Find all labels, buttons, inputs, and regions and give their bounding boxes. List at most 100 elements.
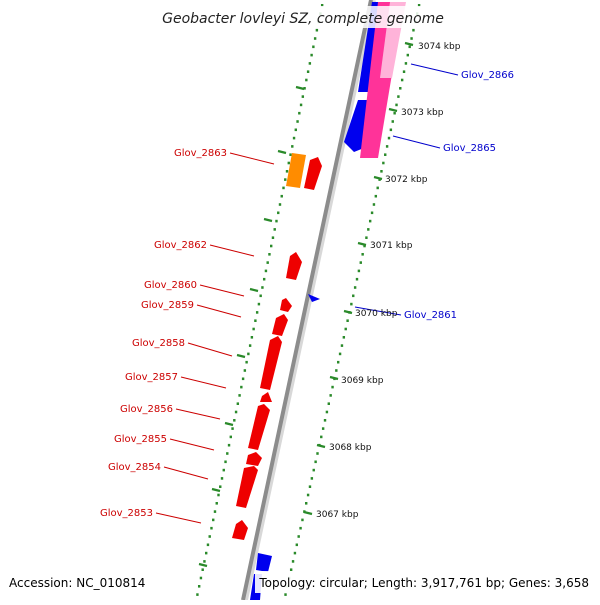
left-tick-track-dot <box>296 120 299 123</box>
left-tick-track-dot <box>254 319 257 322</box>
left-tick-track-dot <box>292 136 296 140</box>
left-tick-track-dot <box>282 186 285 190</box>
left-tick-track-dot <box>298 111 301 115</box>
right-tick-track-dot <box>368 219 372 223</box>
right-tick-track-dot <box>297 535 300 538</box>
left-tick-track-dot <box>252 327 255 331</box>
left-major-tick <box>249 287 259 293</box>
kbp-label-3073: 3073 kbp <box>401 108 444 118</box>
right-major-tick <box>357 241 367 247</box>
left-tick-track-dot <box>294 128 298 132</box>
left-tick-track-dot <box>205 551 208 555</box>
right-tick-track-dot <box>400 78 404 82</box>
right-tick-track-dot <box>389 128 393 132</box>
gene-label-glov-2859[interactable]: Glov_2859 <box>141 300 194 311</box>
right-tick-track-dot <box>327 402 330 405</box>
right-tick-track-dot <box>336 360 340 364</box>
gene-label-glov-2863[interactable]: Glov_2863 <box>174 148 227 159</box>
callout-glov-2862 <box>209 244 255 257</box>
right-tick-track-dot <box>374 194 378 198</box>
right-tick-track-dot <box>350 302 353 306</box>
left-tick-track-dot <box>266 261 269 264</box>
gene-label-glov-2860[interactable]: Glov_2860 <box>144 280 197 291</box>
left-tick-track-dot <box>199 576 203 580</box>
callout-glov-2866 <box>410 63 459 76</box>
right-tick-track-dot <box>372 203 376 206</box>
left-tick-track-dot <box>229 435 232 439</box>
left-major-tick <box>236 353 246 359</box>
gene-label-glov-2865[interactable]: Glov_2865 <box>443 143 496 154</box>
right-tick-track-dot <box>408 45 411 49</box>
right-tick-track-dot <box>289 568 293 571</box>
left-major-tick <box>277 149 287 155</box>
left-tick-track-dot <box>233 419 236 422</box>
gene-label-glov-2862[interactable]: Glov_2862 <box>154 240 207 251</box>
left-tick-track-dot <box>262 277 266 281</box>
gene-glov-2859 <box>272 314 288 336</box>
left-tick-track-dot <box>236 402 240 405</box>
summary-text: Topology: circular; Length: 3,917,761 bp… <box>258 576 589 590</box>
left-tick-track-dot <box>306 70 310 73</box>
right-major-tick <box>404 41 414 47</box>
left-tick-track-dot <box>245 360 248 364</box>
right-tick-track-dot <box>397 95 400 98</box>
left-tick-track-dot <box>315 28 319 32</box>
gene-label-glov-2861[interactable]: Glov_2861 <box>404 310 457 321</box>
gene-label-glov-2853[interactable]: Glov_2853 <box>100 508 153 519</box>
left-major-tick <box>295 85 305 91</box>
left-tick-track-dot <box>257 302 261 306</box>
kbp-label-3072: 3072 kbp <box>385 175 428 185</box>
right-tick-track-dot <box>316 452 319 455</box>
right-major-tick <box>373 175 383 181</box>
right-tick-track-dot <box>376 186 379 190</box>
callout-glov-2857 <box>180 376 227 389</box>
right-tick-track-dot <box>344 327 347 331</box>
summary-backdrop <box>255 571 600 593</box>
gene-glov-2856 <box>248 404 270 450</box>
right-tick-track-dot <box>417 4 421 7</box>
left-tick-track-dot <box>289 153 292 156</box>
right-tick-track-dot <box>404 62 408 65</box>
left-major-tick <box>224 421 234 427</box>
left-major-tick <box>198 562 208 568</box>
gene-label-glov-2854[interactable]: Glov_2854 <box>108 462 161 473</box>
right-major-tick <box>343 309 353 315</box>
gene-label-glov-2866[interactable]: Glov_2866 <box>461 70 514 81</box>
left-tick-track-dot <box>226 452 229 455</box>
gene-callouts <box>155 63 459 524</box>
gene-label-glov-2857[interactable]: Glov_2857 <box>125 372 178 383</box>
right-tick-track-dot <box>325 410 329 414</box>
right-tick-track-dot <box>314 460 317 464</box>
right-tick-track-dot <box>378 178 381 181</box>
right-tick-track-dot <box>320 435 323 439</box>
left-tick-track-dot <box>217 493 220 497</box>
gene-glov-2854 <box>236 466 258 508</box>
gene-label-glov-2855[interactable]: Glov_2855 <box>114 434 167 445</box>
right-major-tick <box>303 510 313 516</box>
left-tick-track-dot <box>273 228 276 231</box>
kbp-label-3071: 3071 kbp <box>370 241 413 251</box>
gene-label-glov-2856[interactable]: Glov_2856 <box>120 404 173 415</box>
gene-label-glov-2858[interactable]: Glov_2858 <box>132 338 185 349</box>
right-tick-track-dot <box>331 385 334 389</box>
right-tick-track-dot <box>346 319 349 322</box>
right-tick-track-dot <box>406 53 410 57</box>
left-tick-track-dot <box>231 427 234 430</box>
kbp-label-3068: 3068 kbp <box>329 443 372 453</box>
left-tick-track-dot <box>243 369 247 372</box>
right-tick-track-dot <box>284 593 287 596</box>
callout-glov-2861 <box>354 306 402 316</box>
right-tick-track-dot <box>380 170 383 173</box>
tick-tracks <box>196 4 421 596</box>
gene-forward-bottom <box>256 553 272 572</box>
left-tick-track-dot <box>210 526 213 530</box>
left-tick-track-dot <box>240 385 243 389</box>
left-tick-track-dot <box>197 585 201 588</box>
right-tick-track-dot <box>353 286 357 289</box>
title-backdrop <box>160 6 450 28</box>
right-tick-track-dot <box>359 261 362 264</box>
right-tick-track-dot <box>308 485 312 488</box>
left-tick-track-dot <box>280 194 283 198</box>
left-tick-track-dot <box>219 485 222 488</box>
